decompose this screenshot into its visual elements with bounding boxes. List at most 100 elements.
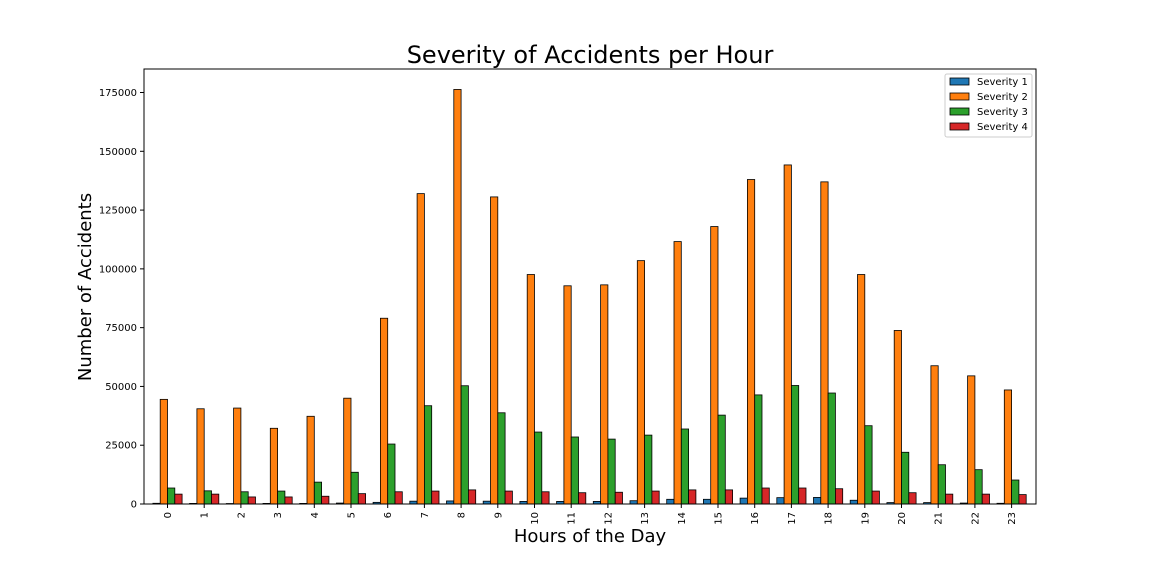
bar-severity-2-hour-6 — [379, 317, 389, 505]
bar-severity-2-hour-14 — [673, 241, 682, 505]
bar-severity-4-hour-10 — [541, 491, 550, 505]
bar-severity-1-hour-15 — [703, 498, 712, 505]
bar-severity-2-hour-0 — [159, 398, 168, 505]
bar-severity-3-hour-12 — [607, 438, 616, 505]
x-tick-label: 14 — [677, 512, 688, 525]
x-tick-label: 5 — [347, 512, 358, 518]
bar-severity-3-hour-10 — [534, 431, 543, 505]
legend-swatch-severity-4 — [949, 122, 970, 131]
x-tick-label: 21 — [934, 512, 945, 525]
y-tick-label: 0 — [131, 500, 137, 511]
bar-severity-3-hour-9 — [497, 412, 506, 505]
x-tick-label: 8 — [457, 512, 468, 518]
bar-severity-2-hour-1 — [196, 408, 205, 505]
bar-severity-2-hour-20 — [893, 330, 902, 505]
bar-severity-2-hour-15 — [710, 226, 719, 505]
y-tick-label: 100000 — [99, 264, 137, 275]
bar-severity-3-hour-7 — [423, 405, 433, 505]
legend-swatch-severity-3 — [949, 107, 970, 116]
x-tick-label: 13 — [640, 512, 651, 525]
bar-severity-2-hour-13 — [636, 260, 645, 505]
x-tick-label: 16 — [750, 512, 761, 525]
y-tick-label: 75000 — [105, 323, 137, 334]
bar-severity-2-hour-2 — [233, 407, 242, 505]
bar-severity-2-hour-11 — [563, 285, 572, 505]
bar-severity-4-hour-4 — [321, 495, 330, 505]
bar-severity-3-hour-5 — [350, 471, 359, 505]
bar-severity-3-hour-15 — [717, 414, 726, 505]
bar-severity-2-hour-18 — [820, 181, 829, 505]
y-tick-label: 175000 — [99, 88, 137, 99]
x-tick-label: 20 — [897, 512, 908, 525]
bar-severity-2-hour-23 — [1003, 389, 1012, 505]
x-tick-label: 10 — [530, 512, 541, 525]
bar-severity-4-hour-20 — [908, 492, 917, 505]
bar-severity-4-hour-11 — [578, 492, 587, 505]
bar-severity-4-hour-7 — [431, 490, 440, 505]
bar-severity-3-hour-16 — [754, 394, 763, 505]
bar-severity-2-hour-19 — [857, 274, 866, 505]
x-tick-label: 9 — [493, 512, 504, 518]
x-tick-label: 15 — [714, 512, 725, 525]
legend-label-severity-1: Severity 1 — [977, 77, 1028, 88]
bar-severity-4-hour-9 — [504, 490, 513, 505]
x-axis-label: Hours of the Day — [514, 526, 667, 547]
x-tick-label: 11 — [567, 512, 578, 525]
bar-severity-2-hour-16 — [747, 179, 756, 505]
bar-severity-2-hour-9 — [490, 196, 499, 505]
x-tick-label: 4 — [310, 512, 321, 518]
bar-severity-3-hour-18 — [827, 392, 836, 505]
bar-severity-4-hour-0 — [174, 493, 183, 505]
bar-severity-3-hour-2 — [240, 491, 249, 505]
bar-severity-2-hour-22 — [967, 375, 976, 505]
legend-swatch-severity-2 — [949, 92, 970, 101]
legend-label-severity-2: Severity 2 — [977, 92, 1028, 103]
chart-title: Severity of Accidents per Hour — [407, 41, 774, 69]
x-tick-label: 12 — [603, 512, 614, 525]
bar-severity-3-hour-20 — [901, 451, 910, 505]
bar-severity-4-hour-23 — [1018, 494, 1027, 505]
y-tick-label: 50000 — [105, 382, 137, 393]
bar-severity-2-hour-8 — [453, 89, 462, 505]
bar-severity-1-hour-17 — [776, 497, 785, 505]
bar-severity-3-hour-8 — [460, 385, 469, 505]
bar-severity-4-hour-8 — [467, 489, 477, 505]
bar-severity-4-hour-1 — [211, 493, 220, 505]
x-tick-label: 6 — [383, 512, 394, 518]
bar-severity-2-hour-17 — [783, 164, 792, 505]
bar-severity-4-hour-18 — [835, 488, 844, 505]
bar-severity-2-hour-3 — [269, 427, 278, 505]
bar-severity-1-hour-14 — [666, 498, 675, 505]
bar-severity-3-hour-21 — [937, 464, 946, 505]
legend: Severity 1 Severity 2 Severity 3 Severity 4 — [944, 73, 1033, 138]
legend-box — [944, 73, 1033, 138]
y-ticks: 0 25000 50000 75000 100000 125000 150000 175000 — [99, 88, 144, 511]
x-tick-label: 1 — [200, 512, 211, 518]
bar-severity-3-hour-11 — [570, 436, 579, 505]
bars-group — [152, 89, 1027, 505]
bar-severity-4-hour-21 — [945, 493, 954, 505]
bar-severity-3-hour-6 — [387, 443, 396, 505]
bar-severity-3-hour-22 — [974, 469, 983, 505]
bar-severity-3-hour-0 — [167, 487, 176, 505]
bar-severity-2-hour-4 — [306, 415, 315, 505]
y-axis-label: Number of Accidents — [75, 193, 96, 381]
bar-severity-2-hour-7 — [416, 193, 425, 505]
x-tick-label: 19 — [860, 512, 871, 525]
x-tick-label: 2 — [236, 512, 247, 518]
x-ticks: 0 1 2 3 4 5 6 7 8 9 10 11 12 13 14 15 16 17 18 19 20 21 22 23 — [163, 504, 1018, 525]
bar-severity-4-hour-5 — [357, 493, 366, 505]
bar-severity-3-hour-3 — [277, 490, 286, 505]
bar-severity-3-hour-14 — [680, 428, 689, 505]
x-tick-label: 3 — [273, 512, 284, 518]
bar-severity-4-hour-2 — [247, 496, 256, 505]
bar-severity-2-hour-5 — [343, 397, 352, 505]
x-tick-label: 23 — [1007, 512, 1018, 525]
plot-frame — [143, 68, 1037, 505]
bar-severity-1-hour-16 — [739, 497, 748, 505]
bar-severity-3-hour-19 — [864, 425, 873, 505]
bar-severity-4-hour-22 — [981, 493, 990, 505]
y-tick-label: 125000 — [99, 206, 137, 217]
bar-severity-2-hour-10 — [526, 274, 535, 505]
